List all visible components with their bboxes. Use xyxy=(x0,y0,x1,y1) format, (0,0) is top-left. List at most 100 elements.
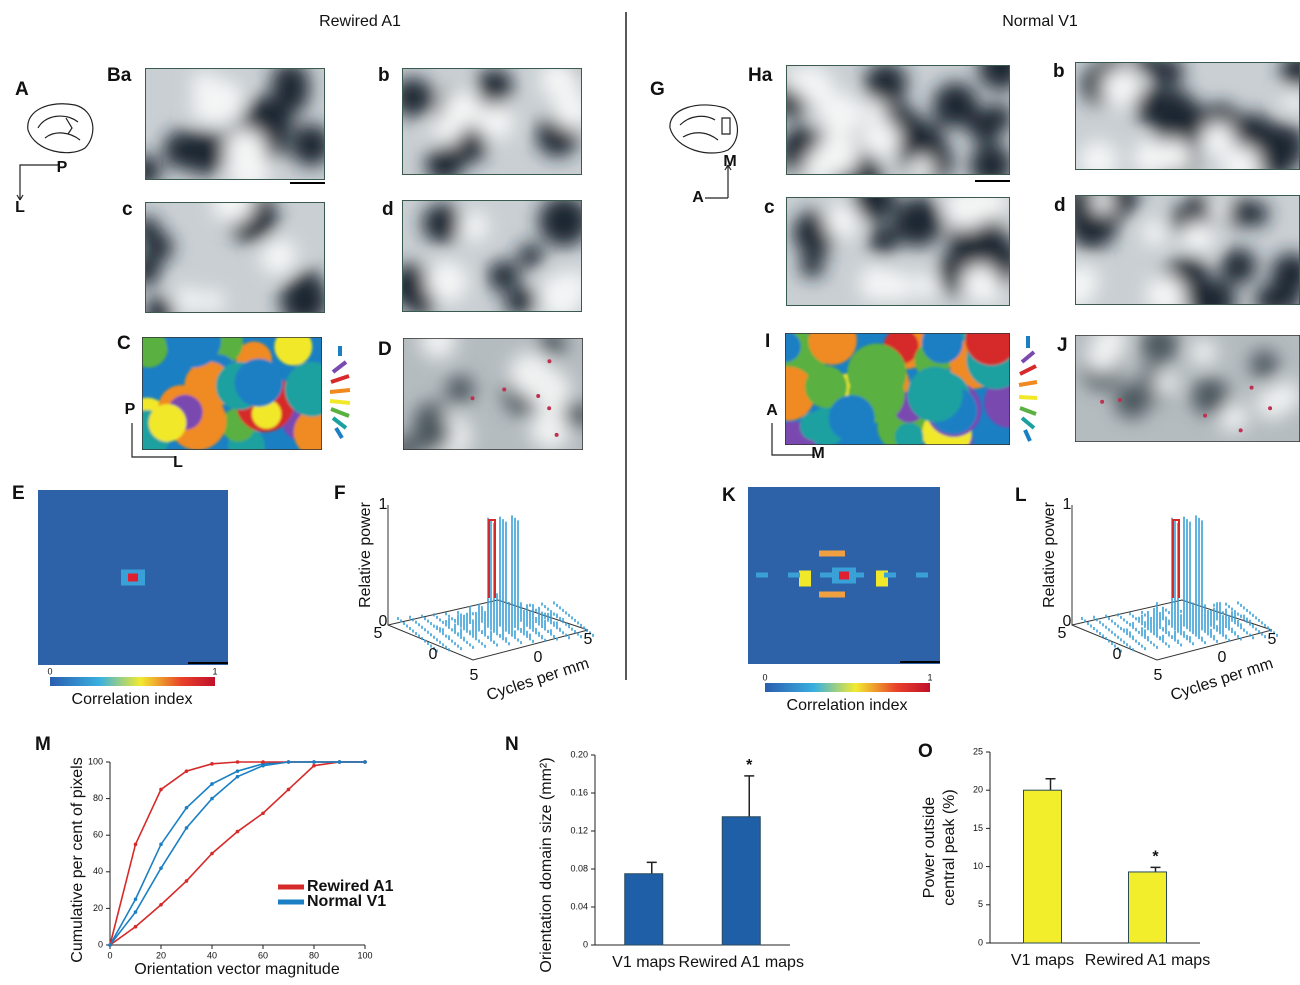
y-axis-label: central peak (%) xyxy=(941,789,958,906)
panel-label: N xyxy=(505,734,519,755)
blob xyxy=(1191,377,1229,415)
panel-label: K xyxy=(722,485,736,506)
blob xyxy=(529,369,571,411)
y-tick-label: 25 xyxy=(973,746,983,756)
map-image xyxy=(772,45,1023,199)
patch xyxy=(166,313,221,368)
point xyxy=(210,762,214,766)
patch xyxy=(895,423,923,451)
y-axis-label: Orientation domain size (mm²) xyxy=(538,757,555,972)
blob xyxy=(290,124,332,166)
blob xyxy=(909,157,934,182)
panel-label: b xyxy=(378,65,390,86)
map-image xyxy=(1075,50,1300,184)
panel-label: O xyxy=(918,741,933,762)
y-tick-label: 0.08 xyxy=(570,863,588,873)
peak xyxy=(1173,520,1179,598)
blob xyxy=(978,45,1023,90)
blob xyxy=(903,201,943,241)
y-axis-label: Relative power xyxy=(1041,501,1058,608)
y-axis-label: Relative power xyxy=(357,501,374,608)
corr-side-peak xyxy=(819,592,845,598)
map-image xyxy=(392,323,591,463)
y-tick-label: 5 xyxy=(978,899,983,909)
point xyxy=(236,760,240,764)
blob xyxy=(1148,89,1199,140)
y-tick-label: 60 xyxy=(93,830,103,840)
peak xyxy=(489,520,495,598)
blob xyxy=(540,60,580,100)
tick-label: 1 xyxy=(379,496,388,513)
x-tick-label: V1 maps xyxy=(1011,952,1074,969)
point xyxy=(159,903,163,907)
corr-side xyxy=(820,573,832,578)
corr-peak xyxy=(839,572,849,580)
pinwheel xyxy=(1268,406,1272,410)
patch xyxy=(800,412,829,441)
point xyxy=(185,879,189,883)
x-tick-label: Rewired A1 maps xyxy=(679,954,804,971)
point xyxy=(312,764,316,768)
axis-letter: L xyxy=(173,454,183,471)
point xyxy=(159,843,163,847)
corr-side xyxy=(788,573,800,578)
x-tick-label: V1 maps xyxy=(612,954,675,971)
x-tick-label: 80 xyxy=(309,950,319,960)
tick-label: 1 xyxy=(1063,496,1072,513)
blob xyxy=(1142,221,1167,246)
blob xyxy=(293,271,325,303)
blob xyxy=(1102,68,1141,107)
header: Rewired A1 xyxy=(319,13,401,30)
blob xyxy=(1190,278,1236,324)
corr-side xyxy=(756,573,768,578)
y-tick-label: 0 xyxy=(583,939,588,949)
tick-label: 5 xyxy=(470,667,479,684)
point xyxy=(338,760,342,764)
blob xyxy=(800,253,824,277)
axes xyxy=(110,762,365,945)
map-image xyxy=(1075,324,1300,442)
colorbar-label: Correlation index xyxy=(72,691,193,708)
pinwheel xyxy=(1250,386,1254,390)
patch xyxy=(130,330,168,368)
point xyxy=(287,788,291,792)
line xyxy=(110,762,365,945)
blob xyxy=(1250,350,1278,378)
point xyxy=(312,760,316,764)
panel-label: M xyxy=(35,734,51,755)
bar xyxy=(1129,872,1167,943)
point xyxy=(210,797,214,801)
blob xyxy=(446,375,474,403)
patch xyxy=(148,404,186,442)
panel-label: I xyxy=(765,331,770,352)
x-tick-label: 0 xyxy=(107,950,112,960)
panel-label: F xyxy=(334,483,346,504)
blob xyxy=(1243,201,1269,227)
map-image xyxy=(393,57,590,184)
x-tick-label: 60 xyxy=(258,950,268,960)
point xyxy=(363,760,367,764)
blob xyxy=(1079,141,1118,180)
pinwheel xyxy=(1100,400,1104,404)
map-image xyxy=(786,178,1020,306)
y-tick-label: 20 xyxy=(93,903,103,913)
pinwheel xyxy=(555,433,559,437)
blob xyxy=(865,62,908,105)
point xyxy=(261,811,265,815)
blob xyxy=(914,273,940,299)
blob xyxy=(477,68,512,103)
blob xyxy=(182,130,227,175)
blob xyxy=(426,261,467,302)
y-axis-label: Power outside xyxy=(921,797,938,898)
y-axis-label: Cumulative per cent of pixels xyxy=(69,757,86,962)
tick-label: 5 xyxy=(374,625,383,642)
bar xyxy=(625,874,663,945)
y-tick-label: 80 xyxy=(93,793,103,803)
x-tick-label: 40 xyxy=(207,950,217,960)
blob xyxy=(1220,248,1256,284)
point xyxy=(261,764,265,768)
axis-letter: M xyxy=(811,445,824,462)
blob xyxy=(1158,139,1192,173)
blob xyxy=(804,151,836,183)
panel-label: G xyxy=(650,79,665,100)
